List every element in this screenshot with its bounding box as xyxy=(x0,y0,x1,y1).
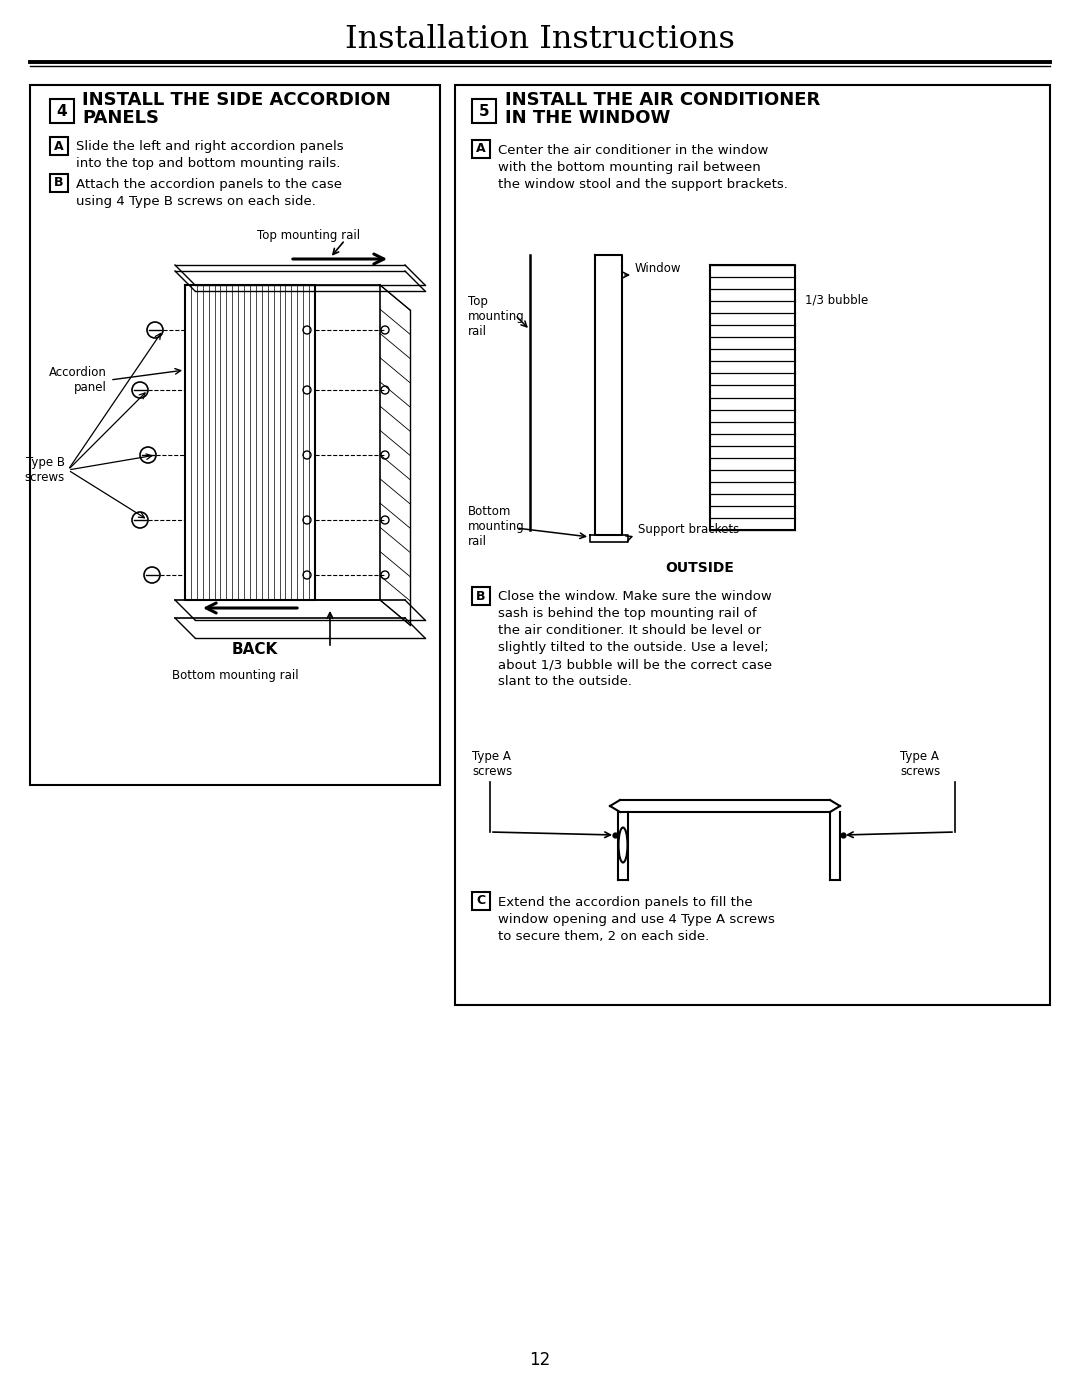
Text: IN THE WINDOW: IN THE WINDOW xyxy=(505,109,671,127)
Bar xyxy=(50,175,68,191)
Bar xyxy=(472,893,490,909)
Text: A: A xyxy=(54,140,64,152)
Bar xyxy=(50,99,75,123)
Text: Slide the left and right accordion panels
into the top and bottom mounting rails: Slide the left and right accordion panel… xyxy=(76,140,343,170)
Text: 4: 4 xyxy=(56,103,67,119)
Text: PANELS: PANELS xyxy=(82,109,159,127)
Text: A: A xyxy=(476,142,486,155)
Text: B: B xyxy=(54,176,64,190)
Text: B: B xyxy=(476,590,486,602)
Bar xyxy=(50,137,68,155)
Text: BACK: BACK xyxy=(232,643,279,658)
Text: Window: Window xyxy=(635,261,681,274)
Text: Extend the accordion panels to fill the
window opening and use 4 Type A screws
t: Extend the accordion panels to fill the … xyxy=(498,895,774,943)
Bar xyxy=(472,99,496,123)
Text: Type B
screws: Type B screws xyxy=(25,455,65,483)
Text: Top mounting rail: Top mounting rail xyxy=(257,229,360,242)
Text: INSTALL THE SIDE ACCORDION: INSTALL THE SIDE ACCORDION xyxy=(82,91,391,109)
Text: Top
mounting
rail: Top mounting rail xyxy=(468,295,525,338)
Text: 12: 12 xyxy=(529,1351,551,1369)
Text: Type A
screws: Type A screws xyxy=(472,750,512,778)
Text: Close the window. Make sure the window
sash is behind the top mounting rail of
t: Close the window. Make sure the window s… xyxy=(498,590,772,687)
Text: Installation Instructions: Installation Instructions xyxy=(346,25,734,56)
Text: Support brackets: Support brackets xyxy=(638,524,739,536)
Text: Attach the accordion panels to the case
using 4 Type B screws on each side.: Attach the accordion panels to the case … xyxy=(76,177,342,208)
Text: Bottom mounting rail: Bottom mounting rail xyxy=(172,669,298,682)
Bar xyxy=(30,85,440,785)
Text: Accordion
panel: Accordion panel xyxy=(49,366,107,394)
Text: Bottom
mounting
rail: Bottom mounting rail xyxy=(468,504,525,548)
Bar xyxy=(472,140,490,158)
Text: 1/3 bubble: 1/3 bubble xyxy=(805,293,868,306)
Text: Center the air conditioner in the window
with the bottom mounting rail between
t: Center the air conditioner in the window… xyxy=(498,144,788,191)
Bar xyxy=(455,85,1050,1004)
Text: C: C xyxy=(476,894,486,908)
Text: OUTSIDE: OUTSIDE xyxy=(665,562,734,576)
Text: 5: 5 xyxy=(478,103,489,119)
Text: Type A
screws: Type A screws xyxy=(900,750,941,778)
Text: INSTALL THE AIR CONDITIONER: INSTALL THE AIR CONDITIONER xyxy=(505,91,820,109)
Bar xyxy=(472,587,490,605)
